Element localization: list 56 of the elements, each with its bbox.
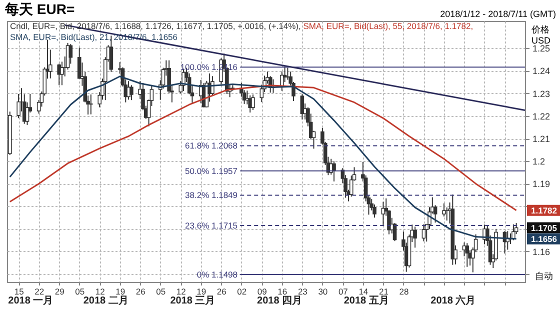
candlestick — [422, 224, 426, 242]
x-tick-label: 02 — [237, 286, 247, 296]
x-tick-label: 26 — [136, 286, 146, 296]
candlestick — [109, 35, 114, 72]
y-tick-label: 1.24 — [532, 66, 550, 76]
x-tick-label: 19 — [116, 286, 126, 296]
x2-tick-label: 2018 六月 — [430, 294, 476, 306]
x-tick-label: 30 — [318, 286, 328, 296]
x-tick-label: 21 — [378, 286, 389, 296]
ref-line-label: 23.6% 1.1715 — [185, 220, 238, 231]
candlestick — [442, 202, 446, 217]
x2-tick-label: 2018 五月 — [344, 296, 389, 306]
y-tick-label: 1.2 — [532, 156, 546, 167]
x2-tick-label: 2018 二月 — [83, 296, 128, 306]
y-tick-label: 1.22 — [532, 111, 550, 122]
x-tick-label: 14 — [358, 286, 368, 296]
x-tick-label: 15 — [14, 286, 24, 296]
x-tick-label: 23 — [298, 286, 308, 296]
candlestick — [413, 226, 417, 248]
candlestick — [251, 94, 255, 111]
candlestick — [130, 84, 134, 101]
x-tick-label: 12 — [95, 286, 106, 296]
ref-line-label: 0% 1.1498 — [196, 270, 238, 280]
x-tick-label: 12 — [176, 286, 186, 296]
x-tick-label: 26 — [216, 286, 227, 296]
annotation: 1.1656 — [531, 234, 558, 244]
candlestick — [89, 94, 93, 115]
x-tick-label: 05 — [156, 286, 166, 296]
text: SMA, EUR=, Bid(Last), 55, 2018/7/6, 1.1782, — [303, 21, 474, 31]
candlestick — [332, 160, 336, 182]
y-tick-label: 1.19 — [532, 179, 550, 190]
x-tick-label: 22 — [34, 286, 44, 296]
x-tick-label: 16 — [278, 286, 288, 296]
ref-line-label: 50.0% 1.1957 — [185, 166, 238, 176]
ref-line-label: 38.2% 1.1849 — [185, 190, 238, 200]
x2-tick-label: 2018 一月 — [8, 296, 54, 306]
x-tick-label: 07 — [338, 286, 348, 296]
ref-line-label: 61.8% 1.2068 — [185, 140, 238, 151]
annotation: 1.1705 — [531, 222, 558, 233]
chart-subtitle: 2018/1/12 - 2018/7/11 (GMT) — [440, 9, 556, 19]
x-tick-label: 28 — [399, 286, 409, 296]
y-axis-title: 价格 USD — [530, 24, 551, 46]
y-tick-label: 1.21 — [532, 134, 550, 144]
y-tick-label: 1.16 — [532, 246, 550, 257]
x-tick-label: 29 — [54, 286, 65, 296]
x-tick-label: 05 — [75, 286, 85, 296]
y-tick-label: 1.23 — [532, 88, 550, 99]
y-tick-label: 1.25 — [532, 44, 550, 54]
text: 自动 — [535, 271, 553, 281]
x-tick-label: 19 — [196, 286, 206, 296]
candlestick — [465, 242, 470, 268]
x2-tick-label: 2018 三月 — [170, 296, 216, 306]
x-tick-label: 09 — [257, 286, 268, 296]
chart-title: 每天 EUR= — [5, 1, 75, 19]
annotation: 1.1782 — [531, 205, 558, 216]
x2-tick-label: 2018 四月 — [257, 296, 302, 306]
